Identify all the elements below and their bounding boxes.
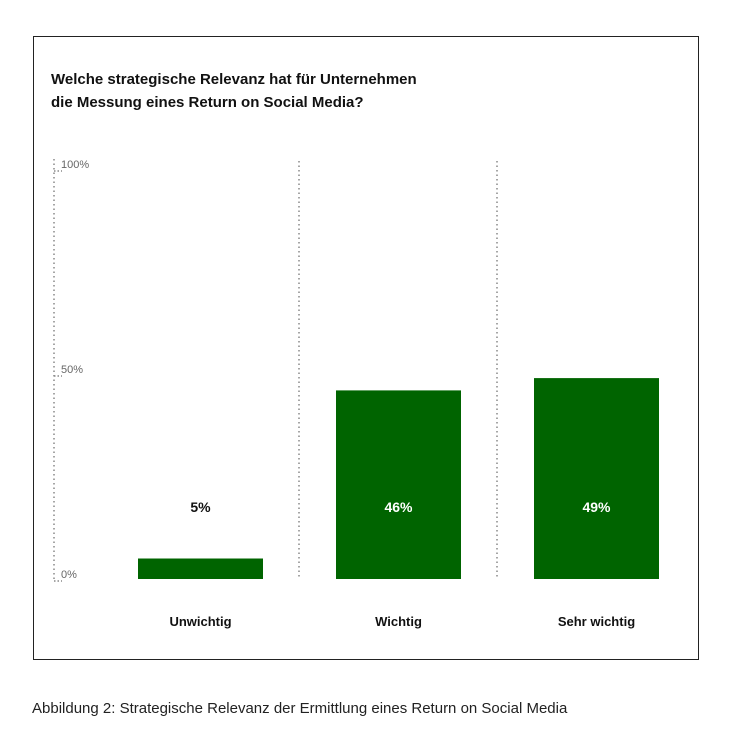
bars xyxy=(138,378,659,579)
chart-frame: Welche strategische Relevanz hat für Unt… xyxy=(33,36,699,660)
data-label: 49% xyxy=(582,499,611,515)
y-axis: 0% 50% 100% xyxy=(53,159,89,582)
category-label: Unwichtig xyxy=(169,614,231,629)
category-label: Wichtig xyxy=(375,614,422,629)
labels: 5% Unwichtig 46% Wichtig 49% Sehr wichtig xyxy=(169,499,635,629)
bar-unwichtig xyxy=(138,558,263,579)
y-tick-label: 0% xyxy=(61,569,77,581)
figure-caption: Abbildung 2: Strategische Relevanz der E… xyxy=(32,700,568,717)
bar-wichtig xyxy=(336,390,461,579)
chart-title-line: die Messung eines Return on Social Media… xyxy=(51,94,364,111)
data-label: 46% xyxy=(384,499,413,515)
bar-sehr-wichtig xyxy=(534,378,659,579)
chart-title-line: Welche strategische Relevanz hat für Unt… xyxy=(51,71,417,88)
data-label: 5% xyxy=(190,499,211,515)
chart-title: Welche strategische Relevanz hat für Unt… xyxy=(51,71,417,111)
category-label: Sehr wichtig xyxy=(558,614,635,629)
y-tick-label: 100% xyxy=(61,159,89,171)
bar-chart: Welche strategische Relevanz hat für Unt… xyxy=(51,71,659,629)
y-tick-label: 50% xyxy=(61,364,83,376)
